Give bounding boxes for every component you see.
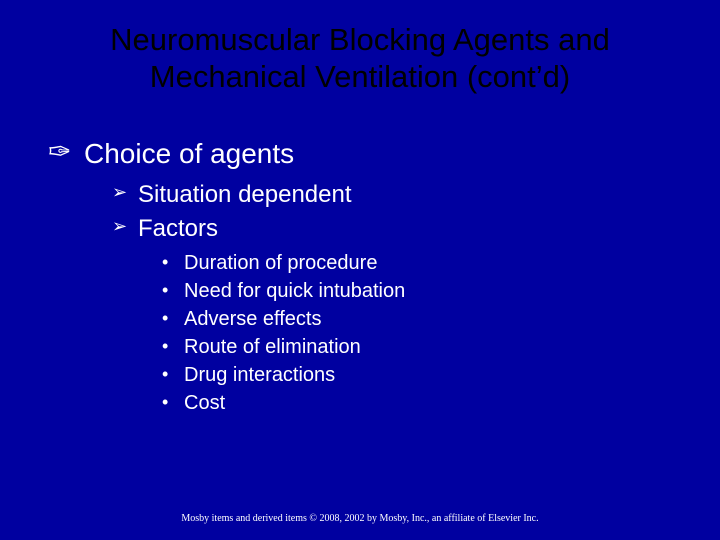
copyright-footer: Mosby items and derived items © 2008, 20… [0, 513, 720, 524]
dot-bullet-icon: • [162, 362, 184, 386]
lvl3-text: Adverse effects [184, 306, 321, 332]
dot-bullet-icon: • [162, 306, 184, 330]
lvl3-text: Need for quick intubation [184, 278, 405, 304]
slide: Neuromuscular Blocking Agents and Mechan… [0, 0, 720, 540]
lvl1-text: Choice of agents [84, 138, 294, 170]
bullet-level-3: • Duration of procedure [162, 250, 680, 276]
bullet-level-3: • Drug interactions [162, 362, 680, 388]
level-2-group: ➢ Situation dependent ➢ Factors [112, 180, 680, 244]
lvl3-text: Route of elimination [184, 334, 361, 360]
arrow-bullet-icon: ➢ [112, 214, 138, 239]
lvl3-text: Duration of procedure [184, 250, 377, 276]
dot-bullet-icon: • [162, 278, 184, 302]
bullet-level-3: • Cost [162, 390, 680, 416]
dot-bullet-icon: • [162, 334, 184, 358]
title-line-1: Neuromuscular Blocking Agents and [110, 22, 610, 57]
bullet-level-3: • Route of elimination [162, 334, 680, 360]
bullet-level-1: ✑ Choice of agents [48, 138, 680, 170]
bullet-level-2: ➢ Factors [112, 214, 680, 244]
dot-bullet-icon: • [162, 250, 184, 274]
bullet-level-3: • Need for quick intubation [162, 278, 680, 304]
level-3-group: • Duration of procedure • Need for quick… [162, 250, 680, 416]
slide-body: ✑ Choice of agents ➢ Situation dependent… [48, 138, 680, 418]
lvl3-text: Cost [184, 390, 225, 416]
arrow-bullet-icon: ➢ [112, 180, 138, 205]
script-bullet-icon: ✑ [48, 138, 84, 169]
bullet-level-3: • Adverse effects [162, 306, 680, 332]
title-line-2: Mechanical Ventilation (cont’d) [150, 59, 570, 94]
lvl2-text: Factors [138, 214, 218, 244]
lvl2-text: Situation dependent [138, 180, 352, 210]
slide-title: Neuromuscular Blocking Agents and Mechan… [0, 0, 720, 95]
bullet-level-2: ➢ Situation dependent [112, 180, 680, 210]
dot-bullet-icon: • [162, 390, 184, 414]
lvl3-text: Drug interactions [184, 362, 335, 388]
